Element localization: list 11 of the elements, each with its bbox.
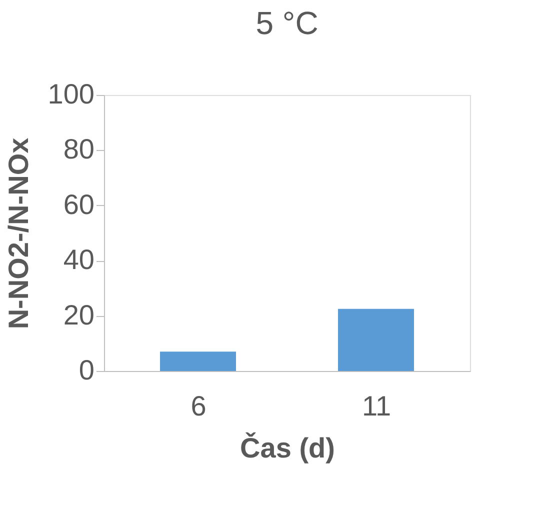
- y-tick-label: 80: [63, 134, 94, 165]
- x-tick-label: 11: [362, 390, 392, 422]
- y-tick-label: 60: [63, 188, 94, 220]
- y-tick-label: 0: [78, 354, 94, 386]
- y-axis-title: N-NO2-/N-NOx: [2, 137, 34, 330]
- y-tick-label: 20: [63, 299, 94, 330]
- y-tick-label: 40: [63, 244, 94, 276]
- x-axis-title: Čas (d): [240, 432, 335, 464]
- chart-title: 5 °C: [256, 5, 318, 41]
- y-tick-label: 100: [48, 78, 94, 110]
- x-tick-label: 6: [190, 390, 206, 422]
